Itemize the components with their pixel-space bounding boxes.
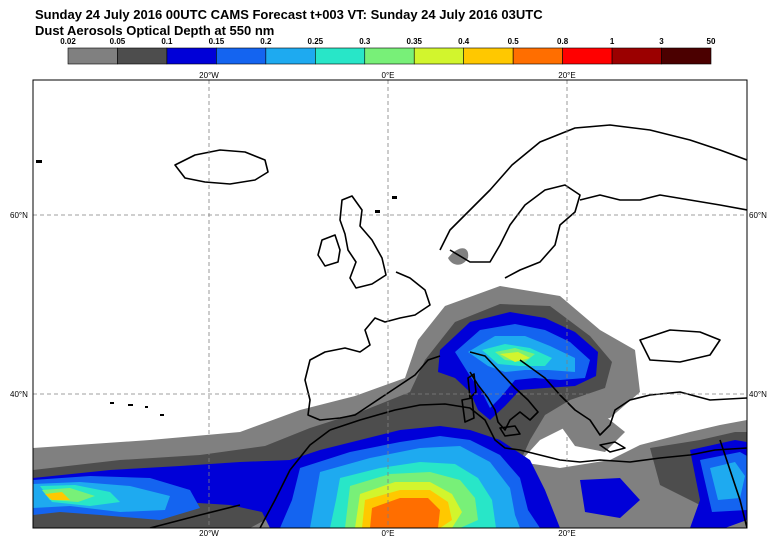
legend-label: 0.8 (557, 37, 569, 46)
legend-label: 0.02 (60, 37, 76, 46)
lat-label-40n-right: 40°N (749, 390, 767, 399)
lon-label-20w-bottom: 20°W (199, 529, 219, 538)
legend-label: 50 (707, 37, 716, 46)
coastlines (149, 124, 747, 528)
legend-color-bar (67, 47, 712, 65)
lon-label-20e-bottom: 20°E (558, 529, 575, 538)
color-legend: 0.02 0.05 0.1 0.15 0.2 0.25 0.3 0.35 0.4 0.5 0.8 1 3… (60, 37, 716, 65)
small-islands (36, 160, 397, 416)
legend-label: 0.2 (260, 37, 272, 46)
map-subtitle: Dust Aerosols Optical Depth at 550 nm (35, 23, 275, 38)
dust-plume-orange (370, 498, 440, 528)
lon-label-20e-top: 20°E (558, 71, 575, 80)
legend-label: 0.25 (308, 37, 324, 46)
legend-label: 0.4 (458, 37, 470, 46)
lon-label-0e-top: 0°E (382, 71, 395, 80)
legend-label: 0.15 (209, 37, 225, 46)
legend-label: 0.35 (406, 37, 422, 46)
legend-label: 0.5 (508, 37, 520, 46)
legend-labels: 0.02 0.05 0.1 0.15 0.2 0.25 0.3 0.35 0.4 0.5 0.8 1 3… (60, 37, 716, 46)
lat-label-40n-left: 40°N (10, 390, 28, 399)
graticule (33, 80, 747, 528)
legend-swatch (661, 47, 712, 65)
map-frame (32, 79, 748, 529)
lon-label-20w-top: 20°W (199, 71, 219, 80)
legend-label: 0.3 (359, 37, 371, 46)
lat-label-60n-left: 60°N (10, 211, 28, 220)
lon-label-0e-bottom: 0°E (382, 529, 395, 538)
legend-label: 0.05 (110, 37, 126, 46)
map-title: Sunday 24 July 2016 00UTC CAMS Forecast … (35, 7, 543, 22)
lat-label-60n-right: 60°N (749, 211, 767, 220)
legend-label: 0.1 (161, 37, 173, 46)
legend-label: 1 (610, 37, 615, 46)
legend-label: 3 (659, 37, 664, 46)
